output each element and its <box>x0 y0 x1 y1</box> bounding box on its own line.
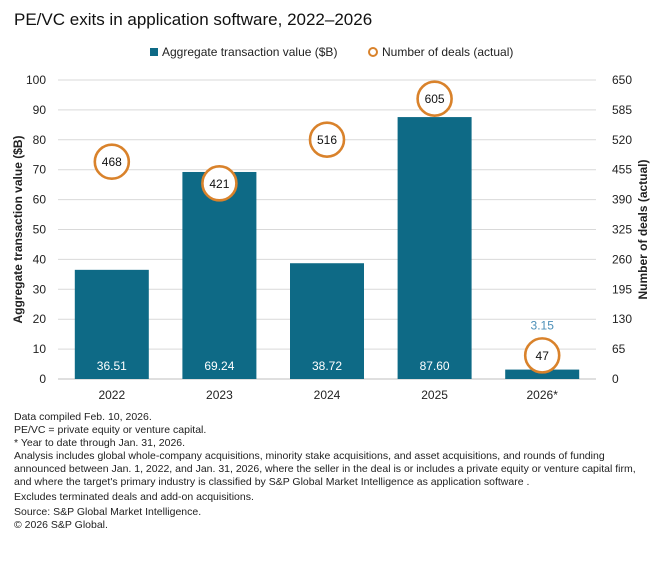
bar-value-label: 36.51 <box>97 359 127 373</box>
deals-value-label: 421 <box>209 177 229 191</box>
note-source: Source: S&P Global Market Intelligence. <box>14 506 202 518</box>
y-tick-label: 60 <box>33 193 47 207</box>
bar <box>182 171 257 379</box>
note-ytd: * Year to date through Jan. 31, 2026. <box>14 437 186 449</box>
note-copyright: © 2026 S&P Global. <box>14 519 108 531</box>
note-pevc: PE/VC = private equity or venture capita… <box>14 424 207 436</box>
deals-value-label: 516 <box>317 133 337 147</box>
y2-tick-label: 585 <box>612 103 632 117</box>
x-tick-label: 2023 <box>206 388 233 402</box>
deals-marker <box>93 143 131 181</box>
bar <box>505 369 580 379</box>
chart-title: PE/VC exits in application software, 202… <box>14 10 373 29</box>
y2-tick-label: 195 <box>612 282 632 296</box>
y2-tick-label: 130 <box>612 312 632 326</box>
legend-deals-label: Number of deals (actual) <box>382 45 513 59</box>
y-tick-label: 100 <box>26 73 46 87</box>
y-tick-label: 10 <box>33 342 47 356</box>
y-tick-label: 0 <box>39 372 46 386</box>
deals-marker <box>308 121 346 158</box>
deals-value-label: 605 <box>425 92 445 106</box>
legend-deals-marker <box>368 47 378 57</box>
x-tick-label: 2024 <box>314 388 341 402</box>
y-tick-label: 40 <box>33 252 47 266</box>
bar <box>74 269 149 379</box>
y-tick-label: 50 <box>33 223 47 237</box>
y-tick-label: 90 <box>33 103 47 117</box>
y2-tick-label: 390 <box>612 193 632 207</box>
y2-axis-title: Number of deals (actual) <box>636 159 650 299</box>
x-tick-label: 2022 <box>98 388 125 402</box>
deals-marker <box>201 165 238 202</box>
note-compiled: Data compiled Feb. 10, 2026. <box>14 411 152 423</box>
y2-tick-label: 0 <box>612 372 619 386</box>
note-excludes: Excludes terminated deals and add-on acq… <box>14 491 254 503</box>
note-analysis: Analysis includes global whole-company a… <box>14 450 636 488</box>
y-tick-label: 70 <box>33 163 47 177</box>
bar-value-label: 3.15 <box>531 319 555 333</box>
bar <box>397 117 472 380</box>
y2-tick-label: 455 <box>612 163 632 177</box>
bar-value-label: 87.60 <box>420 359 450 373</box>
y-tick-label: 30 <box>33 282 47 296</box>
x-tick-label: 2026* <box>527 388 559 402</box>
deals-marker <box>416 80 453 117</box>
y2-tick-label: 520 <box>612 133 632 147</box>
legend-bar-swatch <box>150 48 158 56</box>
y2-tick-label: 650 <box>612 73 632 87</box>
deals-value-label: 47 <box>536 349 550 363</box>
deals-marker <box>523 337 561 374</box>
bar-value-label: 38.72 <box>312 359 342 373</box>
y2-tick-label: 65 <box>612 342 626 356</box>
y-axis-title: Aggregate transaction value ($B) <box>11 135 25 323</box>
footnotes: Data compiled Feb. 10, 2026. PE/VC = pri… <box>14 411 650 532</box>
legend-bar-label: Aggregate transaction value ($B) <box>162 45 337 59</box>
y2-tick-label: 260 <box>612 252 632 266</box>
y-tick-label: 20 <box>33 312 47 326</box>
deals-value-label: 468 <box>102 155 122 169</box>
y-tick-label: 80 <box>33 133 47 147</box>
x-tick-label: 2025 <box>421 388 448 402</box>
y2-tick-label: 325 <box>612 223 632 237</box>
bar <box>290 263 364 379</box>
bar-value-label: 69.24 <box>204 359 234 373</box>
chart: 0 10 20 30 40 50 60 70 80 90 100 0 65 130 195 260 325 390… <box>11 45 650 402</box>
